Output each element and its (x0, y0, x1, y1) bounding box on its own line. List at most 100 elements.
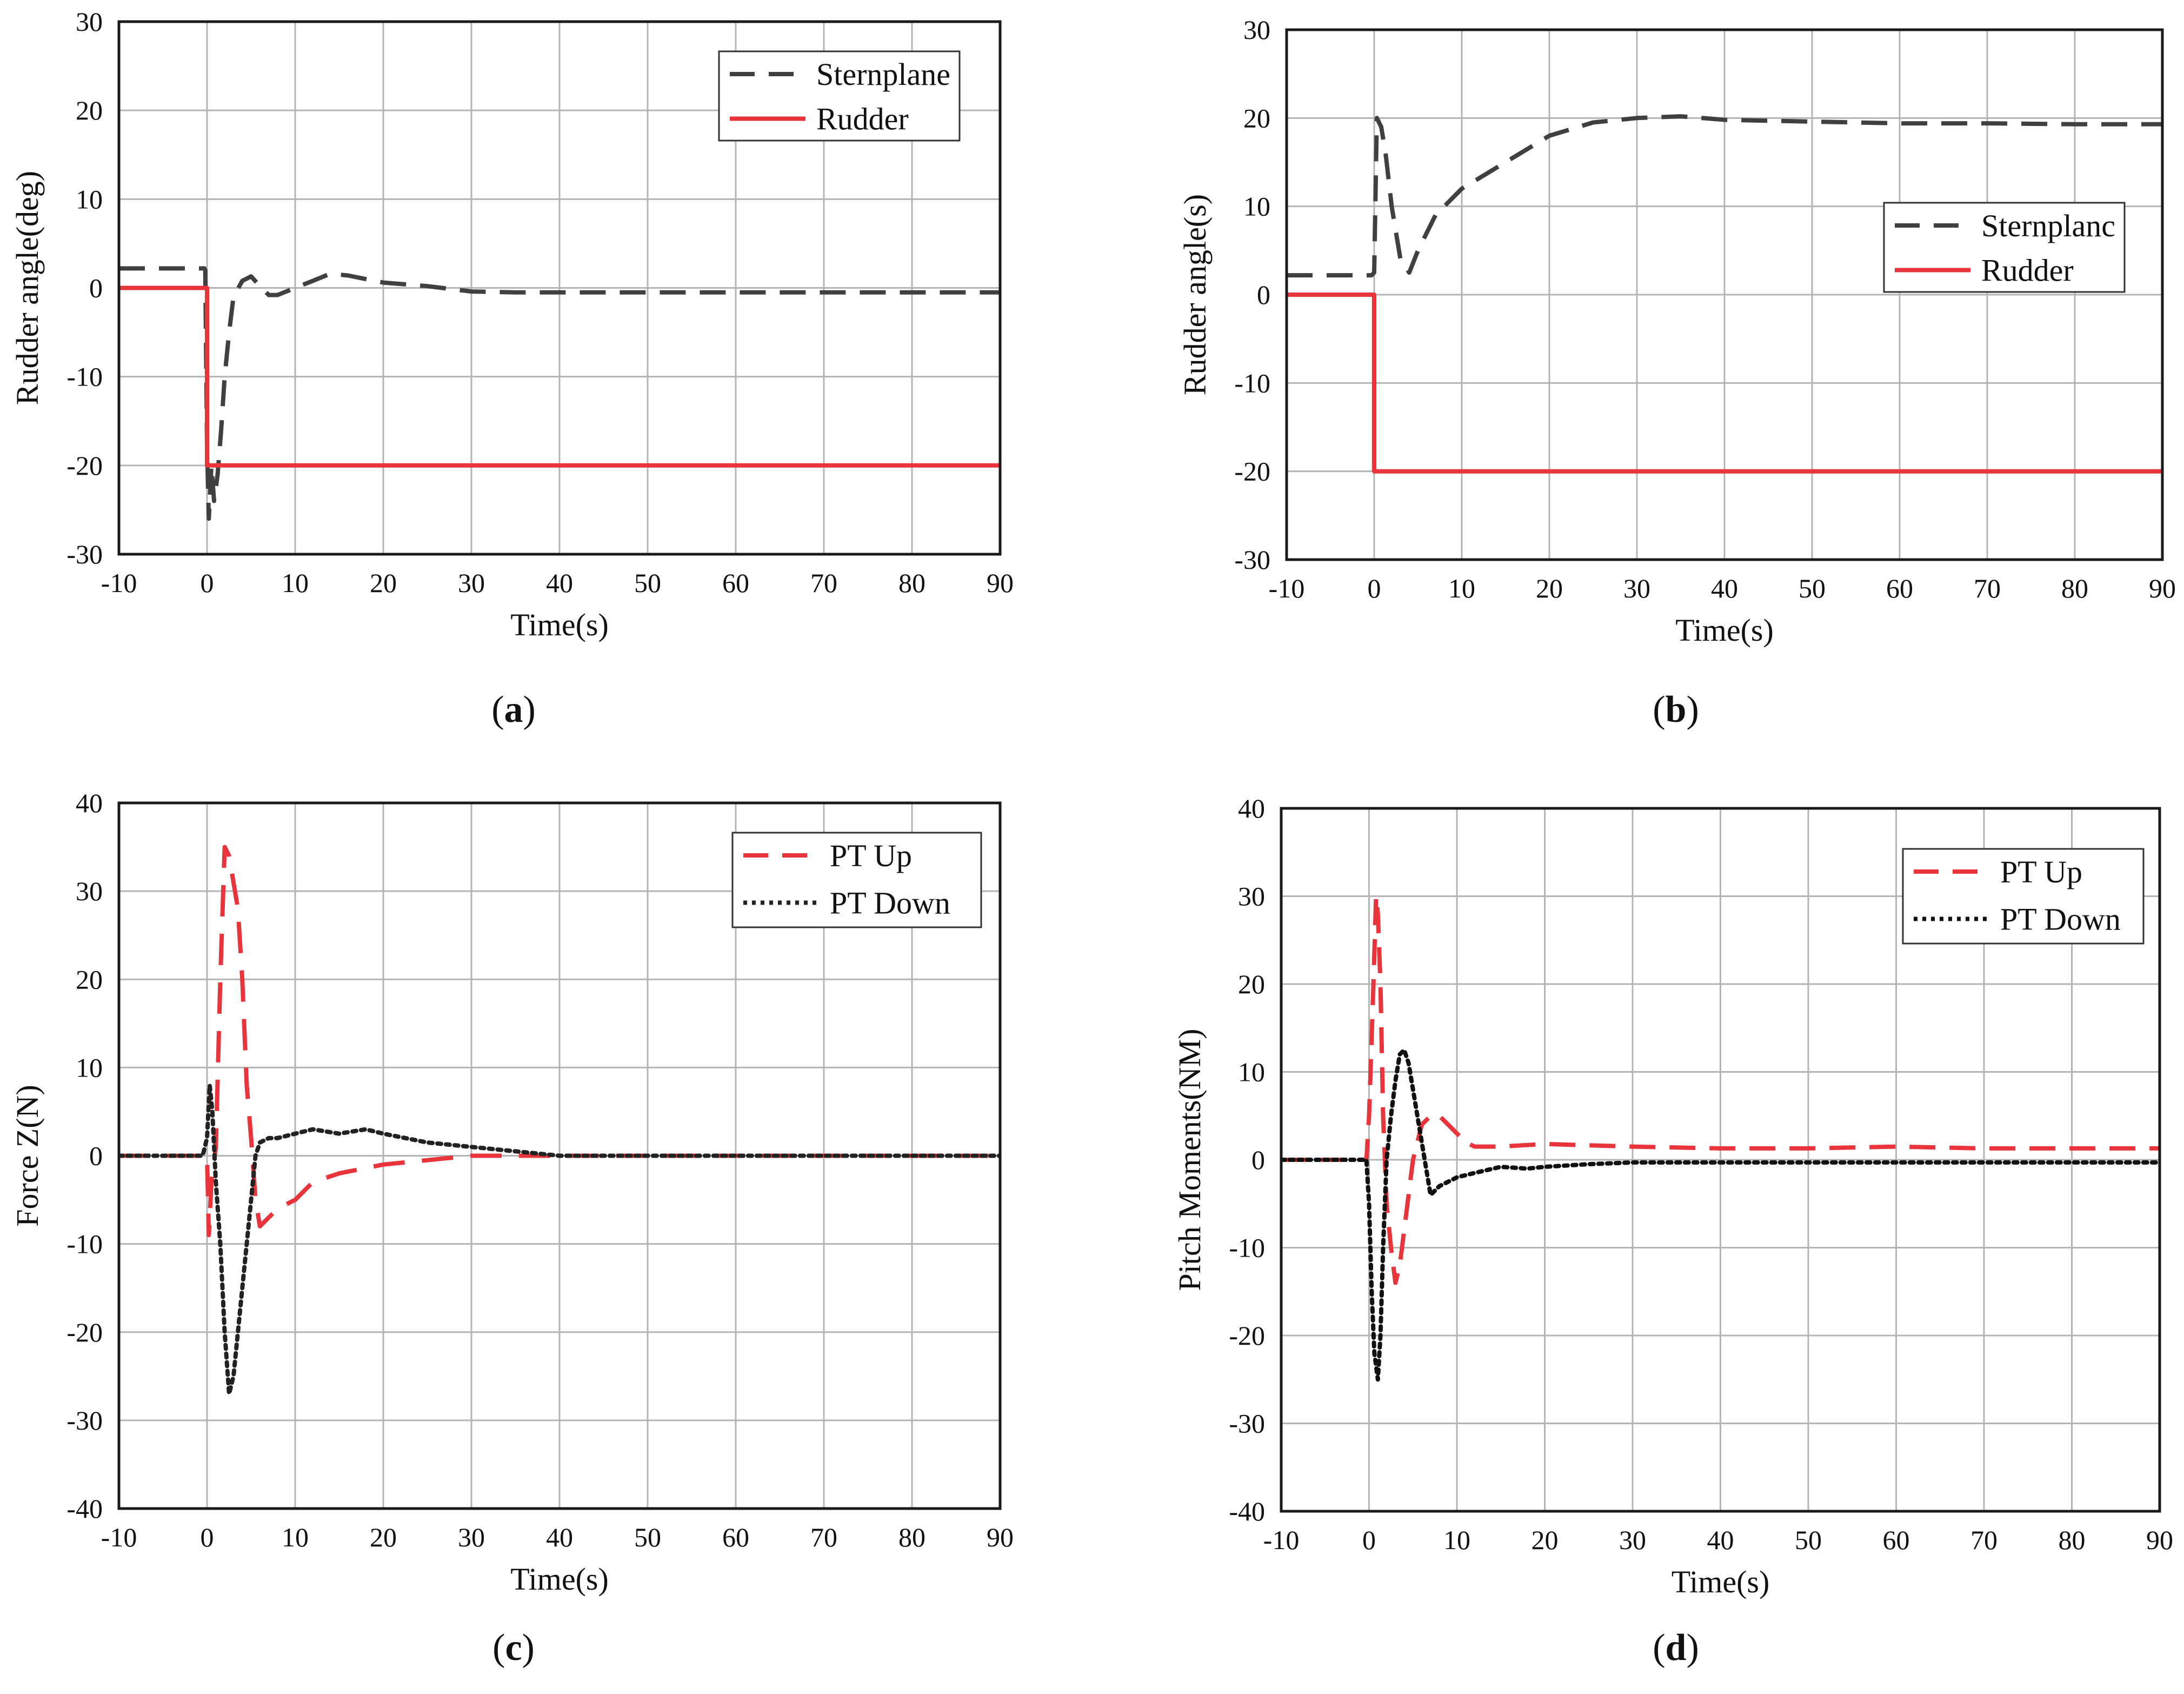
x-tick-label: 30 (458, 568, 485, 598)
x-axis-title: Time(s) (510, 1562, 609, 1597)
x-tick-label: 30 (1619, 1525, 1646, 1555)
x-tick-label: -10 (1269, 573, 1305, 603)
y-tick-label: -10 (66, 362, 103, 392)
x-tick-label: 10 (1448, 573, 1475, 603)
y-tick-label: 10 (1243, 191, 1270, 222)
y-tick-label: 30 (76, 876, 103, 906)
legend: PT Up PT Down (1902, 848, 2145, 945)
y-tick-label: 0 (89, 273, 103, 303)
x-tick-label: 50 (634, 568, 661, 598)
panel-letter: a (504, 689, 523, 730)
x-tick-label: 20 (1532, 1525, 1559, 1555)
x-axis-title: Time(s) (510, 607, 609, 642)
y-tick-label: -10 (1229, 1233, 1265, 1263)
x-tick-label: 70 (1974, 573, 2001, 603)
series-line-pt-down (1281, 1047, 2160, 1382)
x-tick-label: 0 (1362, 1525, 1376, 1555)
y-axis-title: Rudder angle(s) (1177, 194, 1213, 395)
plot-frame (1285, 28, 2164, 561)
y-tick-label: 20 (1238, 969, 1265, 999)
x-tick-label: 60 (722, 1522, 749, 1552)
x-tick-label: 50 (634, 1522, 661, 1552)
x-tick-label: 20 (370, 1522, 397, 1552)
legend-label: Rudder (1981, 253, 2074, 288)
x-tick-label: 90 (987, 568, 1014, 598)
x-tick-label: 80 (898, 1522, 925, 1552)
x-tick-label: -10 (101, 568, 137, 598)
y-tick-label: 20 (76, 964, 103, 994)
y-tick-label: -30 (66, 1405, 103, 1436)
series-line-rudder (119, 285, 1000, 468)
legend-label: PT Up (830, 838, 912, 873)
x-tick-label: 10 (282, 1522, 309, 1552)
panel-letter: b (1666, 689, 1687, 730)
y-tick-label: -10 (66, 1229, 103, 1259)
x-tick-label: 50 (1795, 1525, 1822, 1555)
series-line-rudder (1287, 293, 2162, 474)
x-tick-label: 20 (370, 568, 397, 598)
x-tick-label: 40 (546, 1522, 573, 1552)
y-tick-label: 30 (1243, 15, 1270, 45)
y-tick-label: 0 (89, 1141, 103, 1171)
y-tick-label: -40 (66, 1493, 103, 1524)
x-tick-label: 0 (201, 568, 214, 598)
y-axis-title: Pitch Moments(NM) (1172, 1029, 1207, 1291)
series-line-sternplanc (1287, 114, 2162, 278)
y-tick-label: 40 (1238, 793, 1265, 823)
x-tick-label: 90 (2146, 1525, 2173, 1555)
x-tick-label: -10 (101, 1522, 137, 1552)
y-tick-label: -40 (1229, 1496, 1265, 1526)
y-tick-label: -30 (66, 539, 103, 569)
x-tick-label: 90 (2149, 573, 2176, 603)
x-tick-label: 20 (1536, 573, 1563, 603)
legend-box (718, 50, 961, 142)
x-tick-label: 70 (1970, 1525, 1997, 1555)
x-tick-label: 30 (458, 1522, 485, 1552)
chart-panel-b: -10 0 10 20 30 40 50 60 70 80 90 -30 -20 -10 0 10 20 30 Ti… (1177, 15, 2176, 730)
plot-frame (117, 801, 1002, 1510)
x-tick-label: 50 (1799, 573, 1826, 603)
x-tick-label: 40 (1711, 573, 1738, 603)
y-tick-label: 0 (1257, 280, 1270, 310)
panel-letter: d (1666, 1627, 1687, 1669)
x-tick-label: 80 (2059, 1525, 2086, 1555)
plot-frame (1280, 807, 2161, 1513)
chart-panel-a: -10 0 10 20 30 40 50 60 70 80 90 -30 -20 -10 0 10 20 30 Ti… (10, 6, 1014, 730)
panel-caption: (c) (492, 1627, 535, 1669)
panel-caption: (b) (1653, 689, 1699, 730)
x-tick-label: 0 (201, 1522, 214, 1552)
y-tick-label: 10 (1238, 1057, 1265, 1087)
y-tick-label: 20 (76, 95, 103, 125)
x-tick-label: 80 (898, 568, 925, 598)
legend: Sternplane Rudder (718, 50, 961, 142)
x-tick-label: 30 (1623, 573, 1650, 603)
legend-label: PT Down (2000, 902, 2121, 937)
y-tick-label: 10 (76, 184, 103, 214)
y-tick-label: -10 (1234, 368, 1270, 398)
y-tick-label: -30 (1234, 544, 1270, 575)
x-axis-title: Time(s) (1675, 613, 1774, 648)
legend-label: PT Down (830, 886, 950, 921)
series-line-pt-down (119, 1083, 1000, 1396)
chart-panel-d: -10 0 10 20 30 40 50 60 70 80 90 -40 -30 -20 -10 0 10 20 3… (1172, 793, 2173, 1669)
y-tick-label: 0 (1251, 1145, 1265, 1175)
y-tick-label: -20 (66, 1317, 103, 1347)
x-tick-label: 40 (546, 568, 573, 598)
y-tick-label: 30 (1238, 881, 1265, 912)
y-tick-label: -20 (1234, 456, 1270, 487)
x-tick-label: 10 (1443, 1525, 1470, 1555)
chart-panel-c: -10 0 10 20 30 40 50 60 70 80 90 -40 -30 -20 -10 0 10 20 3… (10, 788, 1014, 1669)
x-tick-label: 0 (1368, 573, 1381, 603)
legend-label: Rudder (816, 102, 909, 137)
y-tick-label: 40 (76, 788, 103, 818)
legend-label: Sternplanc (1981, 208, 2115, 243)
legend-label: Sternplane (816, 57, 950, 92)
legend-box (731, 832, 982, 928)
x-tick-label: 60 (722, 568, 749, 598)
legend: Sternplanc Rudder (1883, 202, 2126, 293)
x-tick-label: 90 (987, 1522, 1014, 1552)
y-axis-title: Force Z(N) (10, 1085, 45, 1227)
x-tick-label: 70 (810, 568, 837, 598)
legend-label: PT Up (2000, 854, 2082, 889)
